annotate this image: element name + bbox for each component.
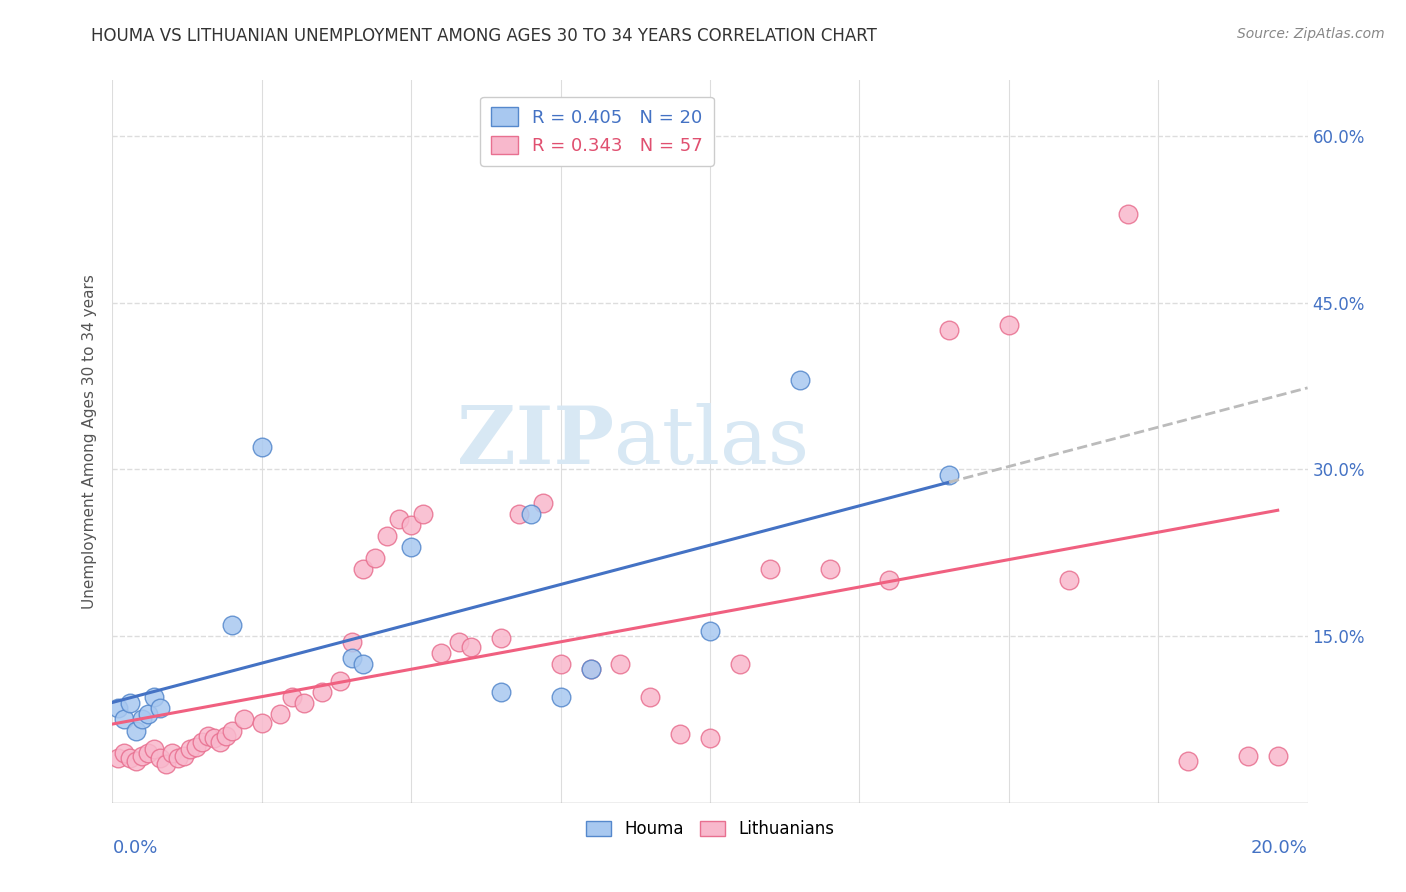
Point: [143, 690, 166, 705]
Point: [1177, 754, 1199, 768]
Point: [311, 684, 333, 698]
Point: [879, 574, 901, 588]
Point: [162, 746, 183, 760]
Point: [209, 734, 232, 748]
Y-axis label: Unemployment Among Ages 30 to 34 years: Unemployment Among Ages 30 to 34 years: [82, 274, 97, 609]
Point: [520, 507, 543, 521]
Point: [412, 507, 434, 521]
Point: [131, 713, 153, 727]
Point: [550, 690, 572, 705]
Point: [125, 723, 148, 738]
Text: 0.0%: 0.0%: [112, 838, 157, 857]
Point: [1118, 207, 1140, 221]
Point: [197, 729, 219, 743]
Point: [699, 731, 721, 746]
Point: [1057, 574, 1080, 588]
Point: [460, 640, 482, 655]
Point: [449, 634, 471, 648]
Point: [353, 562, 375, 576]
Point: [353, 657, 375, 671]
Point: [186, 740, 208, 755]
Point: [269, 706, 291, 721]
Point: [131, 749, 153, 764]
Point: [167, 751, 190, 765]
Point: [388, 512, 411, 526]
Text: HOUMA VS LITHUANIAN UNEMPLOYMENT AMONG AGES 30 TO 34 YEARS CORRELATION CHART: HOUMA VS LITHUANIAN UNEMPLOYMENT AMONG A…: [91, 27, 877, 45]
Point: [138, 706, 160, 721]
Point: [669, 727, 692, 741]
Point: [138, 746, 160, 760]
Point: [550, 657, 572, 671]
Point: [579, 662, 602, 676]
Point: [699, 624, 721, 638]
Point: [143, 742, 166, 756]
Legend: Houma, Lithuanians: Houma, Lithuanians: [579, 814, 841, 845]
Point: [233, 713, 256, 727]
Text: ZIP: ZIP: [457, 402, 614, 481]
Point: [938, 467, 960, 482]
Point: [489, 632, 512, 646]
Point: [531, 496, 554, 510]
Point: [329, 673, 352, 688]
Point: [221, 723, 243, 738]
Point: [179, 742, 201, 756]
Point: [489, 684, 512, 698]
Point: [250, 440, 273, 454]
Point: [281, 690, 304, 705]
Point: [508, 507, 530, 521]
Point: [340, 651, 363, 665]
Point: [120, 696, 142, 710]
Point: [377, 529, 399, 543]
Text: atlas: atlas: [614, 402, 810, 481]
Point: [818, 562, 841, 576]
Point: [364, 551, 387, 566]
Point: [998, 318, 1021, 332]
Point: [292, 696, 315, 710]
Point: [789, 373, 811, 387]
Point: [125, 754, 148, 768]
Point: [191, 734, 214, 748]
Point: [938, 323, 960, 337]
Point: [149, 751, 172, 765]
Point: [120, 751, 142, 765]
Point: [149, 701, 172, 715]
Point: [114, 713, 135, 727]
Point: [250, 715, 273, 730]
Point: [155, 756, 177, 771]
Point: [401, 540, 423, 554]
Point: [340, 634, 363, 648]
Point: [759, 562, 782, 576]
Point: [114, 746, 135, 760]
Point: [579, 662, 602, 676]
Point: [728, 657, 751, 671]
Point: [430, 646, 453, 660]
Point: [401, 517, 423, 532]
Point: [202, 731, 225, 746]
Text: Source: ZipAtlas.com: Source: ZipAtlas.com: [1237, 27, 1385, 41]
Point: [609, 657, 631, 671]
Point: [1267, 749, 1289, 764]
Point: [107, 751, 129, 765]
Point: [640, 690, 662, 705]
Point: [1237, 749, 1260, 764]
Point: [221, 618, 243, 632]
Point: [215, 729, 238, 743]
Text: 20.0%: 20.0%: [1251, 838, 1308, 857]
Point: [107, 701, 129, 715]
Point: [173, 749, 195, 764]
